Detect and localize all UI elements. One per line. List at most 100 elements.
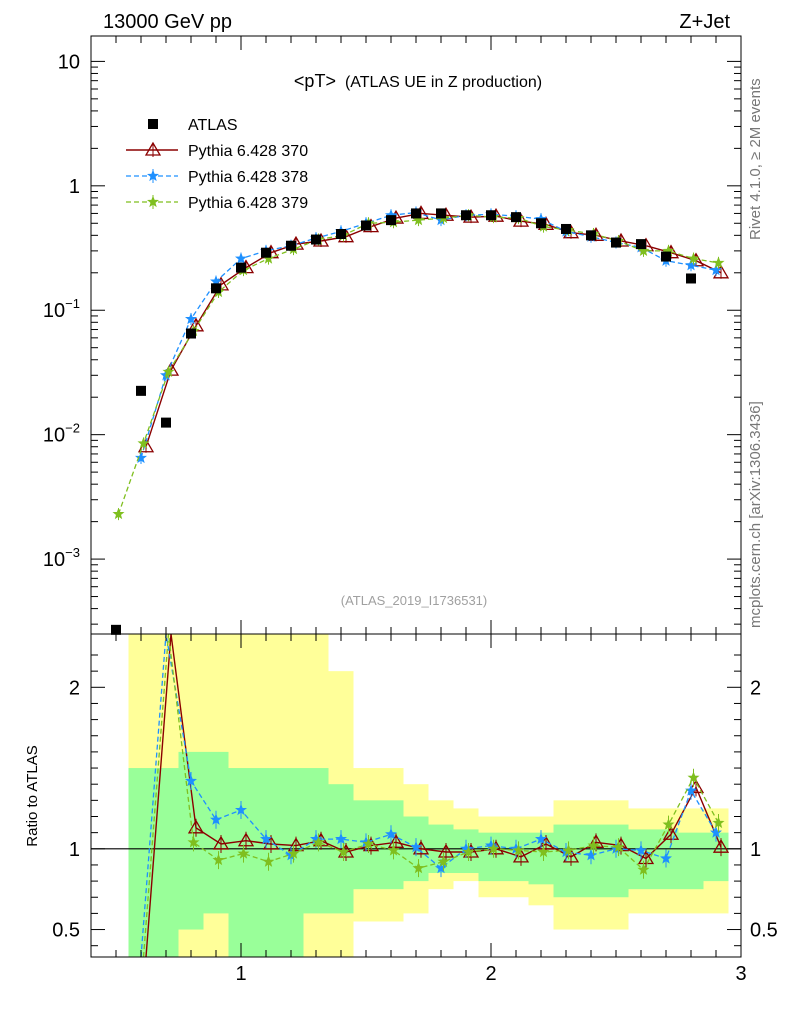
header-left: 13000 GeV pp: [103, 11, 232, 33]
ratio-point-p379: [612, 840, 625, 853]
ratio-point-p379: [362, 837, 375, 850]
mcplots-label: mcplots.cern.ch [arXiv:1306.3436]: [747, 401, 764, 628]
ratio-point-p379: [387, 844, 400, 856]
ratio-point-p379: [462, 845, 475, 858]
ratio-point-p379: [212, 853, 225, 866]
ratio-point-p379: [437, 855, 450, 867]
data-point: [211, 283, 221, 294]
ratio-y-tick-label: 2: [69, 677, 80, 699]
band-inner: [153, 768, 179, 957]
band-inner: [128, 768, 154, 957]
data-point: [286, 240, 296, 251]
main-title: <pT> (ATLAS UE in Z production): [294, 71, 542, 91]
ratio-line-p379: [142, 633, 720, 958]
main-title-sub: (ATLAS UE in Z production): [345, 74, 542, 91]
series-point-p379: [162, 365, 175, 378]
data-point: [186, 328, 196, 339]
legend: ATLAS Pythia 6.428 370 Pythia 6.428 378 Pyt…: [126, 117, 308, 212]
data-point: [561, 223, 571, 234]
y-tick-label-base: 10: [58, 51, 80, 73]
data-point: [386, 215, 396, 226]
ratio-point-p370: [287, 837, 305, 852]
y-tick-label: 10−2: [43, 421, 80, 447]
series-point-p379: [712, 256, 725, 269]
ratio-point-p379: [712, 816, 725, 829]
ratio-point-p379: [637, 863, 650, 875]
ratio-y-tick-label-right: 2: [750, 677, 761, 699]
y-tick-label-base: 1: [69, 176, 80, 198]
ratio-point-p378: [334, 832, 348, 845]
x-tick-label: 1: [235, 963, 246, 985]
legend-marker-p378: [146, 169, 160, 182]
data-point: [261, 247, 271, 258]
y-tick-label: 10−1: [43, 296, 80, 322]
y-tick-label-base: 10: [43, 425, 65, 447]
data-point: [661, 251, 671, 262]
data-point: [336, 228, 346, 239]
data-point: [461, 210, 471, 221]
series-point-p379: [137, 437, 150, 449]
series-point-p378: [134, 451, 148, 464]
band-inner: [228, 768, 254, 957]
legend-marker-data: [148, 119, 158, 129]
ratio-y-tick-label-right: 0.5: [750, 920, 778, 942]
series-line-p370: [145, 212, 722, 447]
series-point-p378: [709, 263, 723, 276]
ratio-panel: 0.5 0.5 1 1 2 2 1 2 3 Ratio to ATLAS: [24, 633, 778, 985]
series-point-p379: [112, 507, 125, 520]
ratio-point-p378: [584, 848, 598, 861]
ratio-point-p370: [437, 843, 455, 858]
series-line-p378: [140, 211, 717, 459]
ratio-point-p370: [212, 835, 230, 850]
y-tick-label-exp: −1: [65, 296, 80, 311]
ratio-point-p378: [534, 832, 548, 845]
series-point-p378: [234, 252, 248, 264]
header-right: Z+Jet: [679, 11, 730, 33]
band-inner: [203, 751, 229, 914]
ratio-y-tick-label: 0.5: [52, 920, 80, 942]
data-point: [136, 385, 146, 396]
ratio-point-p378: [234, 803, 248, 816]
data-point: [311, 234, 321, 245]
ratio-point-p379: [287, 847, 300, 859]
legend-label-data: ATLAS: [188, 117, 238, 134]
y-tick-label-base: 10: [43, 549, 65, 571]
data-point: [161, 417, 171, 428]
ratio-point-p378: [384, 827, 398, 840]
ratio-point-p379: [562, 844, 575, 856]
legend-marker-p379: [146, 195, 160, 208]
series-line-p379: [117, 214, 719, 515]
legend-marker-p370: [144, 141, 162, 156]
ratio-point-p379: [337, 845, 350, 858]
ratio-point-p379: [587, 839, 600, 851]
data-point: [411, 208, 421, 219]
ratio-point-p378: [409, 840, 423, 853]
ratio-point-p379: [187, 835, 200, 848]
rivet-label: Rivet 4.1.0, ≥ 2M events: [747, 78, 764, 240]
data-point: [236, 262, 246, 273]
ratio-point-p379: [662, 818, 675, 830]
legend-label-p379: Pythia 6.428 379: [188, 195, 308, 212]
ratio-point-p378: [209, 813, 223, 825]
ratio-line-p378: [140, 633, 717, 958]
data-point: [536, 218, 546, 229]
x-tick-label: 2: [485, 963, 496, 985]
analysis-watermark: (ATLAS_2019_I1736531): [341, 593, 487, 608]
data-point: [361, 220, 371, 231]
series-point-p378: [184, 312, 198, 325]
x-tick-label: 3: [735, 963, 746, 985]
ratio-point-p370: [712, 838, 730, 853]
ratio-point-p379: [537, 845, 550, 858]
ratio-point-p370: [387, 834, 405, 848]
ratio-point-p378: [259, 832, 273, 845]
ratio-point-p379: [512, 844, 525, 856]
ratio-point-p379: [237, 847, 250, 859]
y-tick-label: 1: [69, 176, 80, 198]
ratio-point-p370: [562, 848, 580, 863]
ratio-point-p378: [434, 861, 448, 874]
main-title-main: <pT>: [294, 71, 336, 91]
ratio-point-p378: [709, 826, 723, 838]
y-tick-label-exp: −2: [65, 421, 80, 436]
ratio-point-p370: [662, 825, 680, 840]
